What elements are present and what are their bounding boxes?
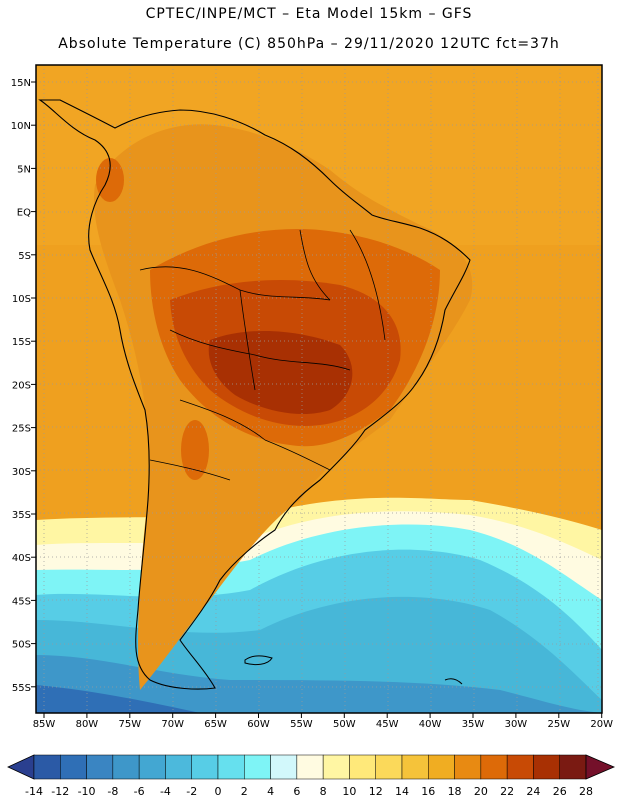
colorbar-left-arrow [7,754,35,780]
colorbar [7,754,616,780]
longitude-label: 55W [290,719,313,730]
latitude-label: 20S [12,380,31,391]
latitude-label: 45S [12,596,31,607]
longitude-label: 70W [161,719,184,730]
colorbar-swatch [86,754,114,780]
hot-core-area [208,330,353,415]
longitude-label: 75W [118,719,141,730]
colorbar-swatch [296,754,324,780]
colorbar-swatch [401,754,429,780]
colorbar-swatch [559,754,587,780]
colorbar-label: 20 [474,785,488,798]
latitude-label: 10S [12,294,31,305]
longitude-axis: 85W 80W 75W 70W 65W 60W 55W 50W 45W 40W 35W 30W 25W 2… [33,713,613,730]
south-georgia-island [444,678,463,685]
map-title: CPTEC/INPE/MCT – Eta Model 15km – GFS [145,6,473,22]
colorbar-swatch [165,754,192,780]
colorbar-swatch [60,754,87,780]
continent-outline [38,99,471,690]
colorbar-swatch [191,754,219,780]
colorbar-label: -14 [25,785,43,798]
latitude-axis: 15N 10N 5N EQ 5S 10S 15S 20S 25S 30S 35S 40S 45S 50S 5… [11,78,36,694]
colorbar-label: -12 [51,785,69,798]
colorbar-swatch [244,754,271,780]
latitude-label: 15N [11,78,31,89]
latitude-label: 25S [12,424,31,435]
latitude-label: 40S [12,553,31,564]
colorbar-label: 24 [526,785,540,798]
colorbar-label: 12 [369,785,383,798]
colorbar-swatch [375,754,403,780]
colorbar-label: 14 [395,785,409,798]
colorbar-labels: -14 -12 -10 -8 -6 -4 -2 0 2 4 6 8 10 12 14 16 18 20 22 24 26… [25,785,593,798]
longitude-label: 85W [33,719,56,730]
longitude-label: 30W [505,719,528,730]
longitude-label: 50W [333,719,356,730]
longitude-label: 25W [547,719,570,730]
latitude-label: 10N [11,121,31,132]
temperature-field [36,65,602,713]
latitude-label: 35S [12,510,31,521]
falkland-islands [244,655,273,666]
colorbar-swatch [270,754,298,780]
colorbar-label: -4 [160,785,171,798]
colorbar-label: 0 [215,785,222,798]
cool-ocean-band-5 [36,655,602,713]
colorbar-swatch [138,754,166,780]
colorbar-swatch [112,754,140,780]
colorbar-swatch [217,754,245,780]
colorbar-swatch [454,754,482,780]
colorbar-swatch [33,754,61,780]
graticule [36,65,602,713]
colorbar-label: -6 [134,785,145,798]
colorbar-label: -2 [186,785,197,798]
chaco-hot-spot [181,420,209,480]
colorbar-label: 6 [293,785,300,798]
longitude-label: 20W [590,719,613,730]
colorbar-label: 26 [553,785,567,798]
longitude-label: 60W [247,719,270,730]
latitude-label: EQ [17,208,31,219]
latitude-label: 5N [17,164,31,175]
latitude-label: 55S [12,683,31,694]
colorbar-label: 4 [267,785,274,798]
longitude-label: 45W [376,719,399,730]
colorbar-swatch [322,754,350,780]
colorbar-label: -8 [107,785,118,798]
colorbar-right-arrow [585,754,616,780]
colorbar-swatch [533,754,560,780]
longitude-label: 80W [76,719,99,730]
colorbar-label: 10 [342,785,356,798]
latitude-label: 30S [12,467,31,478]
latitude-label: 50S [12,640,31,651]
map-subtitle: Absolute Temperature (C) 850hPa – 29/11/… [58,36,560,52]
longitude-label: 65W [204,719,227,730]
longitude-label: 40W [419,719,442,730]
colorbar-swatch [506,754,534,780]
colorbar-label: 8 [320,785,327,798]
colorbar-label: 2 [241,785,248,798]
colorbar-label: 18 [448,785,462,798]
colorbar-swatch [480,754,508,780]
plot-frame [35,64,603,714]
andes-hot-spot [96,158,124,202]
colorbar-swatch [349,754,376,780]
colorbar-label: -10 [78,785,96,798]
colorbar-label: 16 [421,785,435,798]
colorbar-label: 22 [500,785,514,798]
cold-southwest-area [36,685,200,713]
latitude-label: 5S [18,251,31,262]
longitude-label: 35W [462,719,485,730]
country-borders [139,229,386,481]
colorbar-label: 28 [579,785,593,798]
colorbar-swatch [428,754,455,780]
latitude-label: 15S [12,337,31,348]
